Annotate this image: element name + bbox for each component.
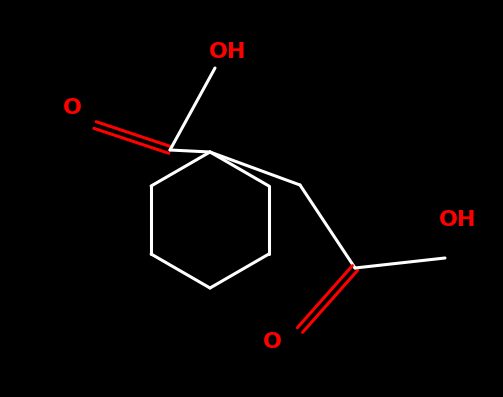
Text: O: O [263, 332, 282, 352]
Text: O: O [62, 98, 81, 118]
Text: OH: OH [439, 210, 477, 230]
Text: OH: OH [209, 42, 247, 62]
